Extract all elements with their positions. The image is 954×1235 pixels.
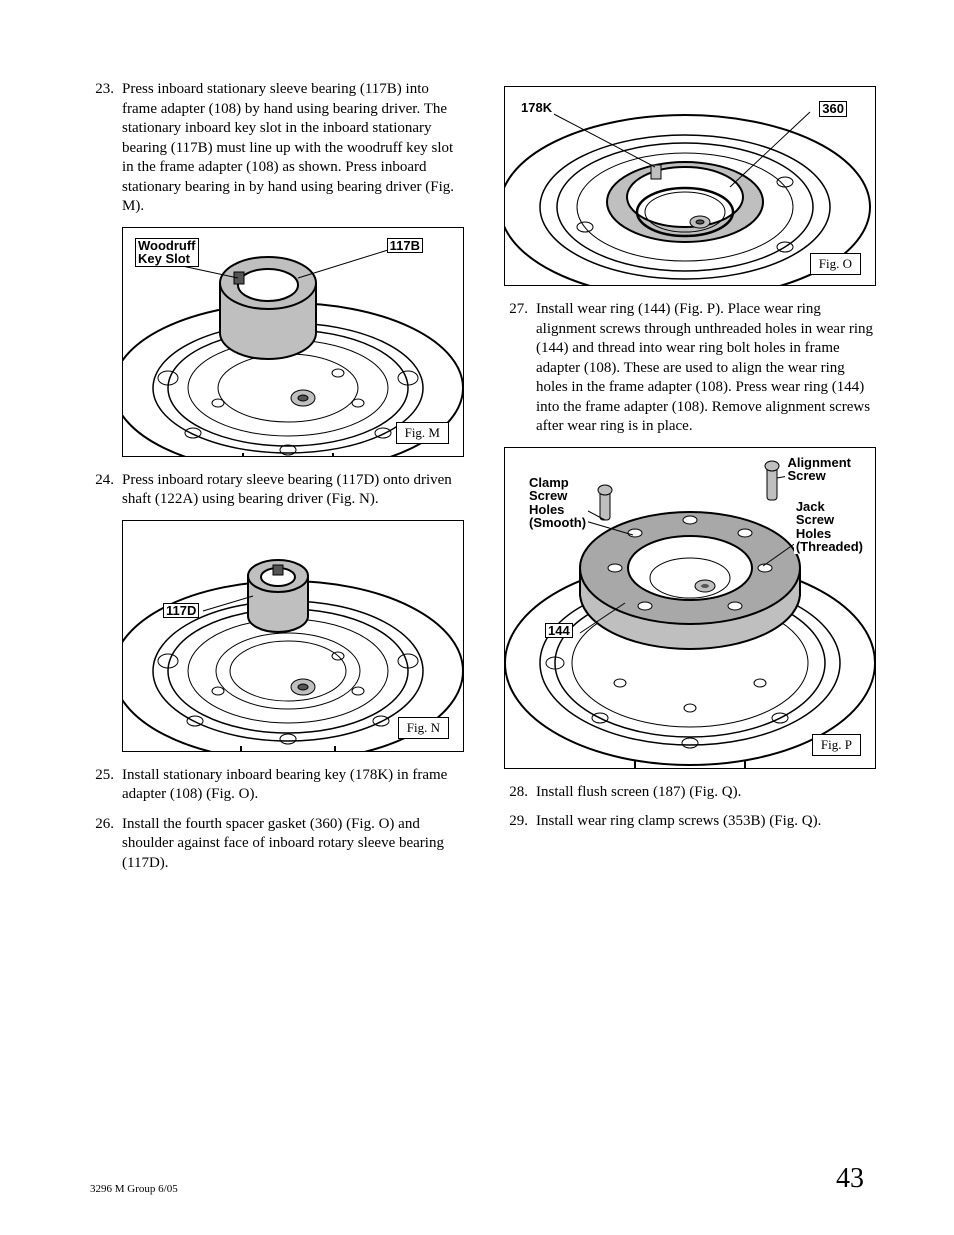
step-number: 23. — [90, 80, 122, 217]
step-text: Install stationary inboard bearing key (… — [122, 766, 464, 805]
figure-label: Fig. P — [812, 734, 861, 756]
figure-o: 178K 360 Fig. O — [504, 86, 876, 286]
figure-m: Woodruff Key Slot 117B Fig. M — [122, 227, 464, 457]
step-number: 24. — [90, 471, 122, 510]
figure-label: Fig. N — [398, 717, 449, 739]
figure-label: Fig. O — [810, 253, 861, 275]
step-number: 25. — [90, 766, 122, 805]
left-column: 23. Press inboard stationary sleeve bear… — [90, 80, 464, 883]
right-column: 178K 360 Fig. O — [504, 80, 876, 883]
callout-jack-screw: Jack Screw Holes (Threaded) — [794, 500, 865, 555]
callout-alignment-screw: Alignment Screw — [785, 456, 853, 483]
step-text: Install flush screen (187) (Fig. Q). — [536, 783, 876, 803]
callout-woodruff: Woodruff Key Slot — [135, 238, 199, 267]
step-text: Install wear ring clamp screws (353B) (F… — [536, 812, 876, 832]
step-number: 28. — [504, 783, 536, 803]
callout-360: 360 — [819, 101, 847, 117]
step-number: 29. — [504, 812, 536, 832]
callout-117d: 117D — [163, 603, 199, 619]
footer-page-number: 43 — [836, 1163, 864, 1195]
step-23: 23. Press inboard stationary sleeve bear… — [90, 80, 464, 217]
step-28: 28. Install flush screen (187) (Fig. Q). — [504, 783, 876, 803]
figure-label: Fig. M — [396, 422, 449, 444]
step-24: 24. Press inboard rotary sleeve bearing … — [90, 471, 464, 510]
step-number: 27. — [504, 300, 536, 437]
step-27: 27. Install wear ring (144) (Fig. P). Pl… — [504, 300, 876, 437]
step-29: 29. Install wear ring clamp screws (353B… — [504, 812, 876, 832]
callout-clamp-screw: Clamp Screw Holes (Smooth) — [527, 476, 588, 531]
figure-n: 117D Fig. N — [122, 520, 464, 752]
callout-117b: 117B — [387, 238, 423, 254]
step-text: Install wear ring (144) (Fig. P). Place … — [536, 300, 876, 437]
step-text: Press inboard stationary sleeve bearing … — [122, 80, 464, 217]
footer-doc-id: 3296 M Group 6/05 — [90, 1183, 178, 1195]
figure-p: Alignment Screw Clamp Screw Holes (Smoot… — [504, 447, 876, 769]
page-columns: 23. Press inboard stationary sleeve bear… — [90, 80, 864, 883]
step-25: 25. Install stationary inboard bearing k… — [90, 766, 464, 805]
step-text: Press inboard rotary sleeve bearing (117… — [122, 471, 464, 510]
step-26: 26. Install the fourth spacer gasket (36… — [90, 815, 464, 874]
step-text: Install the fourth spacer gasket (360) (… — [122, 815, 464, 874]
page-footer: 3296 M Group 6/05 43 — [90, 1163, 864, 1195]
step-number: 26. — [90, 815, 122, 874]
callout-178k: 178K — [519, 101, 554, 115]
callout-144: 144 — [545, 623, 573, 639]
